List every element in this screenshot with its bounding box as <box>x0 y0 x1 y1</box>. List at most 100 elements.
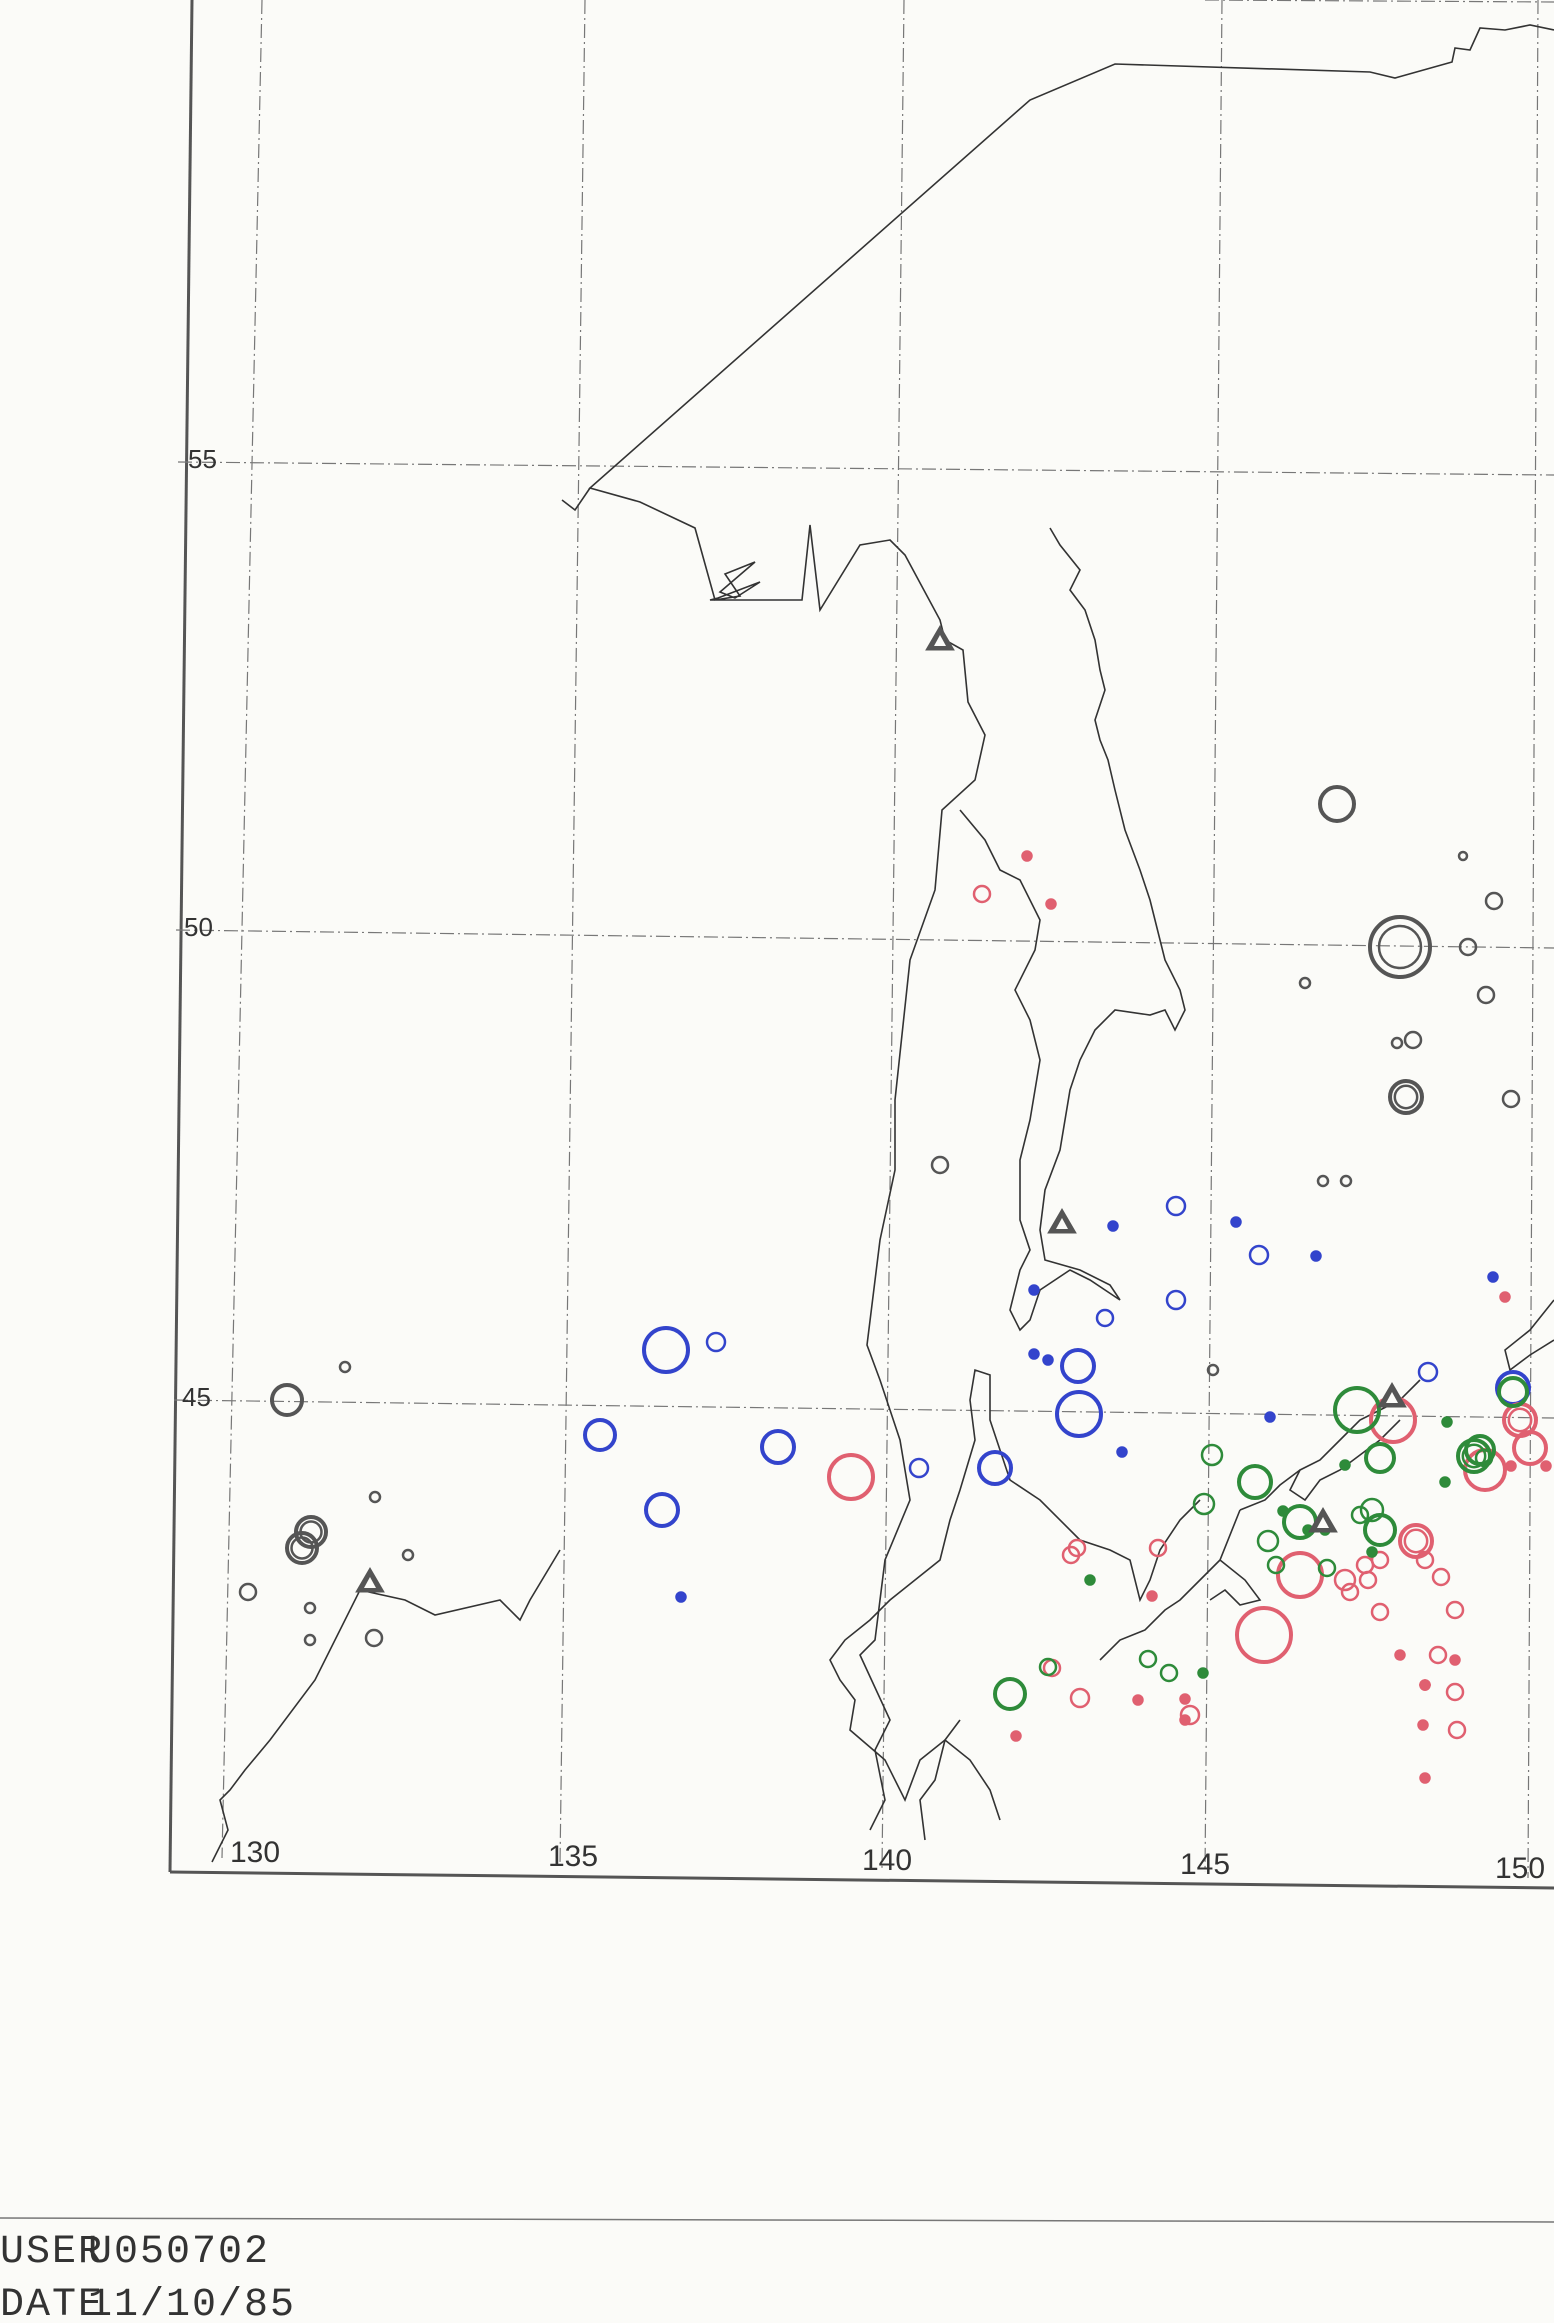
map-frame <box>168 0 1554 1890</box>
event-ring <box>1095 1308 1115 1328</box>
event-ring <box>1457 850 1469 862</box>
event-ring <box>1447 1720 1467 1740</box>
event-ring <box>1165 1195 1187 1217</box>
event-dot <box>1179 1714 1191 1726</box>
volcano-inner-icon <box>1386 1392 1398 1403</box>
volcano-inner-icon <box>364 1577 376 1588</box>
event-ring <box>270 1383 304 1417</box>
event-ring <box>1370 1602 1390 1622</box>
event-dot <box>1419 1772 1431 1784</box>
event-ring <box>930 1155 950 1175</box>
parallel-line <box>173 1399 1554 1419</box>
event-ring <box>1390 1036 1404 1050</box>
meridian-line <box>1204 0 1223 1873</box>
coastline-segment <box>1239 1469 1301 1511</box>
event-dot <box>1499 1291 1511 1303</box>
volcano-inner-icon <box>934 635 946 646</box>
event-ring <box>1200 1443 1224 1467</box>
event-ring <box>1388 1079 1424 1115</box>
event-ring <box>1165 1289 1187 1311</box>
event-ring <box>1339 1174 1353 1188</box>
event-dot <box>1028 1284 1040 1296</box>
event-dot <box>1441 1416 1453 1428</box>
event-ring <box>705 1331 727 1353</box>
event-ring <box>303 1601 317 1615</box>
event-ring <box>1370 1550 1390 1570</box>
event-ring <box>1237 1464 1273 1500</box>
event-dot <box>1107 1220 1119 1232</box>
parallel-line <box>175 929 1554 949</box>
event-ring <box>1276 1551 1324 1599</box>
volcano-inner-icon <box>1317 1517 1329 1528</box>
event-dot <box>1230 1216 1242 1228</box>
coastline-segment <box>959 527 1186 1332</box>
event-dot <box>1116 1446 1128 1458</box>
event-ring <box>1484 891 1504 911</box>
event-dot <box>675 1591 687 1603</box>
footer-rule <box>0 2217 1554 2223</box>
event-dot <box>1042 1354 1054 1366</box>
axis-labels: 130 135 140 145 150 55 50 45 <box>182 444 1545 1885</box>
event-ring <box>1067 1538 1087 1558</box>
event-ring <box>993 1677 1027 1711</box>
coastline-segment <box>919 1719 961 1841</box>
event-ring <box>1069 1687 1091 1709</box>
event-ring <box>401 1548 415 1562</box>
event-dot <box>1394 1649 1406 1661</box>
event-ring <box>644 1492 680 1528</box>
event-dot <box>1449 1654 1461 1666</box>
event-dot <box>1010 1730 1022 1742</box>
event-dot <box>1277 1505 1289 1517</box>
event-ring <box>1474 1448 1494 1468</box>
event-ring <box>1192 1492 1216 1516</box>
event-dot <box>1264 1411 1276 1423</box>
event-ring <box>1355 1555 1375 1575</box>
volcano-markers <box>355 625 1407 1593</box>
event-dot <box>1417 1719 1429 1731</box>
event-dot <box>1028 1348 1040 1360</box>
event-ring <box>1445 1682 1465 1702</box>
footer-user-label: USER <box>0 2230 104 2275</box>
event-ring-inner <box>1507 1407 1533 1433</box>
event-ring <box>338 1360 352 1374</box>
event-ring-inner <box>1377 924 1423 970</box>
meridian-line <box>881 0 905 1869</box>
event-ring-inner <box>1393 1084 1419 1110</box>
event-ring <box>1159 1663 1179 1683</box>
event-dot <box>1179 1693 1191 1705</box>
coastline <box>211 24 1554 1863</box>
meridian-line <box>1527 0 1539 1879</box>
coastline-segment <box>211 1549 561 1863</box>
coastline-segment <box>829 1368 1201 1821</box>
event-ring-inner <box>290 1536 314 1560</box>
event-ring <box>1206 1363 1220 1377</box>
event-ring <box>1055 1390 1103 1438</box>
event-ring <box>1256 1529 1280 1553</box>
lon-tick-label: 130 <box>230 1836 280 1869</box>
event-ring <box>1501 1089 1521 1109</box>
event-ring <box>977 1450 1013 1486</box>
meridian-line <box>559 0 586 1865</box>
lat-tick-label: 55 <box>188 444 217 474</box>
event-ring <box>1445 1600 1465 1620</box>
graticule <box>173 0 1554 1879</box>
event-ring <box>1138 1649 1158 1669</box>
event-ring <box>1363 1513 1397 1547</box>
event-ring <box>583 1418 617 1452</box>
event-ring <box>1431 1567 1451 1587</box>
event-ring <box>972 884 992 904</box>
event-dot <box>1146 1590 1158 1602</box>
event-dot <box>1439 1476 1451 1488</box>
event-ring <box>827 1453 875 1501</box>
event-ring <box>1248 1244 1270 1266</box>
lon-tick-label: 150 <box>1495 1852 1545 1885</box>
footer-user-value: U050702 <box>88 2230 270 2275</box>
volcano-inner-icon <box>1056 1218 1068 1229</box>
event-dot <box>1084 1574 1096 1586</box>
event-ring <box>1148 1538 1168 1558</box>
coastline-segment <box>561 487 591 512</box>
event-ring <box>1368 915 1432 979</box>
event-ring <box>285 1531 319 1565</box>
event-ring <box>1298 976 1312 990</box>
lat-tick-label: 45 <box>182 1382 211 1412</box>
